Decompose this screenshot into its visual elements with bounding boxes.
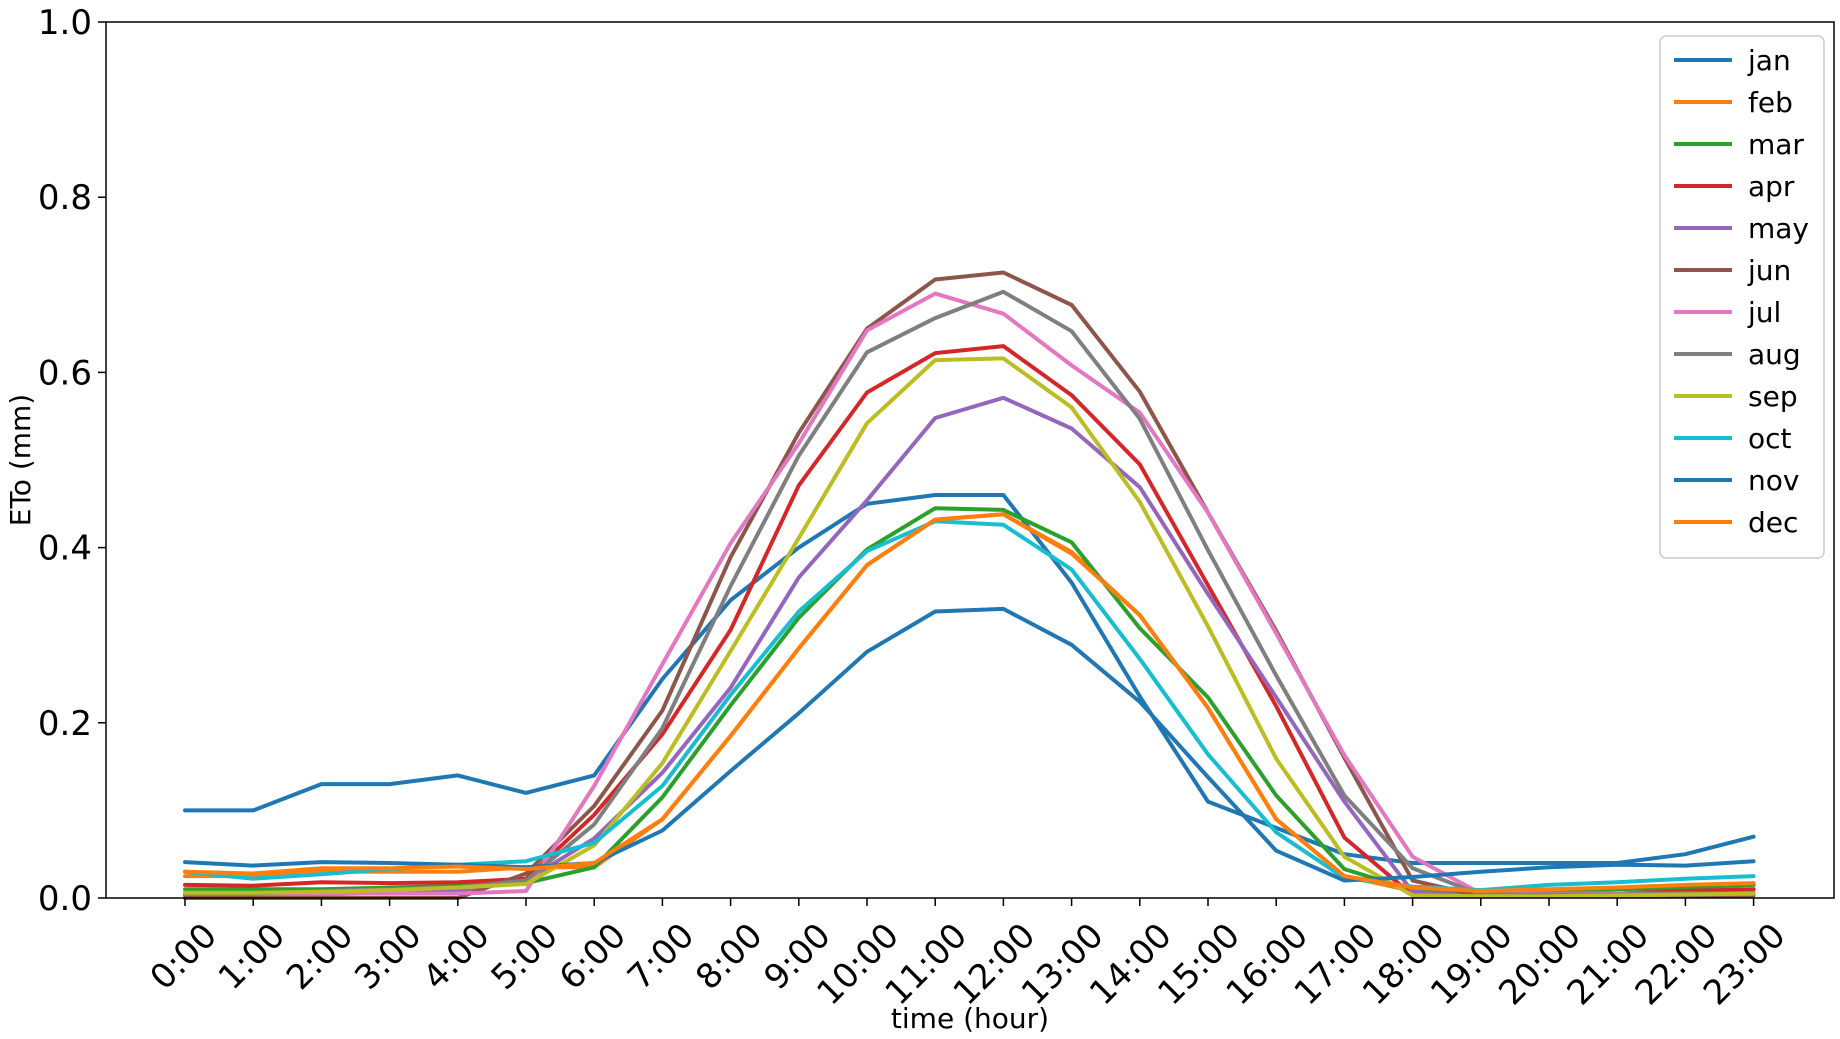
legend: jan feb mar apr may jun jul aug sep oct nov dec xyxy=(1659,35,1825,559)
series-line-dec xyxy=(183,512,1756,893)
legend-label-dec: dec xyxy=(1748,506,1798,539)
y-axis-label: ETo (mm) xyxy=(4,394,37,526)
x-tick-label: 7:00 xyxy=(620,916,702,998)
y-axis: 0.0 0.2 0.4 0.6 0.8 1.0 xyxy=(38,3,106,919)
series-line-may xyxy=(183,395,1756,899)
series-line-jul xyxy=(183,291,1756,896)
legend-label-feb: feb xyxy=(1748,86,1793,119)
x-tick-label: 0:00 xyxy=(143,916,225,998)
legend-label-jan: jan xyxy=(1747,44,1791,77)
legend-label-aug: aug xyxy=(1748,338,1801,371)
plot-frame xyxy=(105,21,1835,899)
x-axis: 0:001:002:003:004:005:006:007:008:009:00… xyxy=(143,898,1793,1013)
legend-label-jul: jul xyxy=(1747,296,1781,329)
legend-label-may: may xyxy=(1748,212,1809,245)
y-tick-label: 0.8 xyxy=(38,178,92,218)
legend-label-apr: apr xyxy=(1748,170,1795,203)
series-line-oct xyxy=(183,519,1756,893)
series-line-nov xyxy=(183,606,1756,883)
x-tick-label: 1:00 xyxy=(211,916,293,998)
series-line-aug xyxy=(183,289,1756,897)
x-axis-label: time (hour) xyxy=(891,1002,1049,1035)
x-tick-label: 2:00 xyxy=(279,916,361,998)
legend-box xyxy=(1659,35,1825,559)
series-line-sep xyxy=(183,356,1756,899)
series-line-jun xyxy=(183,270,1756,900)
x-tick-label: 4:00 xyxy=(415,916,497,998)
series-line-apr xyxy=(183,344,1756,898)
series-line-feb xyxy=(183,512,1756,897)
y-tick-label: 0.6 xyxy=(38,353,92,393)
legend-label-nov: nov xyxy=(1748,464,1799,497)
series-line-jan xyxy=(183,493,1756,865)
y-tick-label: 0.2 xyxy=(38,704,92,744)
y-tick-label: 0.0 xyxy=(38,879,92,919)
x-tick-label: 5:00 xyxy=(484,916,566,998)
x-tick-label: 8:00 xyxy=(688,916,770,998)
legend-label-oct: oct xyxy=(1748,422,1792,455)
plot-series-group xyxy=(183,270,1756,900)
y-tick-label: 0.4 xyxy=(38,529,92,569)
legend-label-mar: mar xyxy=(1748,128,1804,161)
x-tick-label: 3:00 xyxy=(347,916,429,998)
legend-label-sep: sep xyxy=(1748,380,1798,413)
y-tick-label: 1.0 xyxy=(38,3,92,43)
legend-label-jun: jun xyxy=(1747,254,1791,287)
x-tick-label: 6:00 xyxy=(552,916,634,998)
series-line-mar xyxy=(183,506,1756,895)
